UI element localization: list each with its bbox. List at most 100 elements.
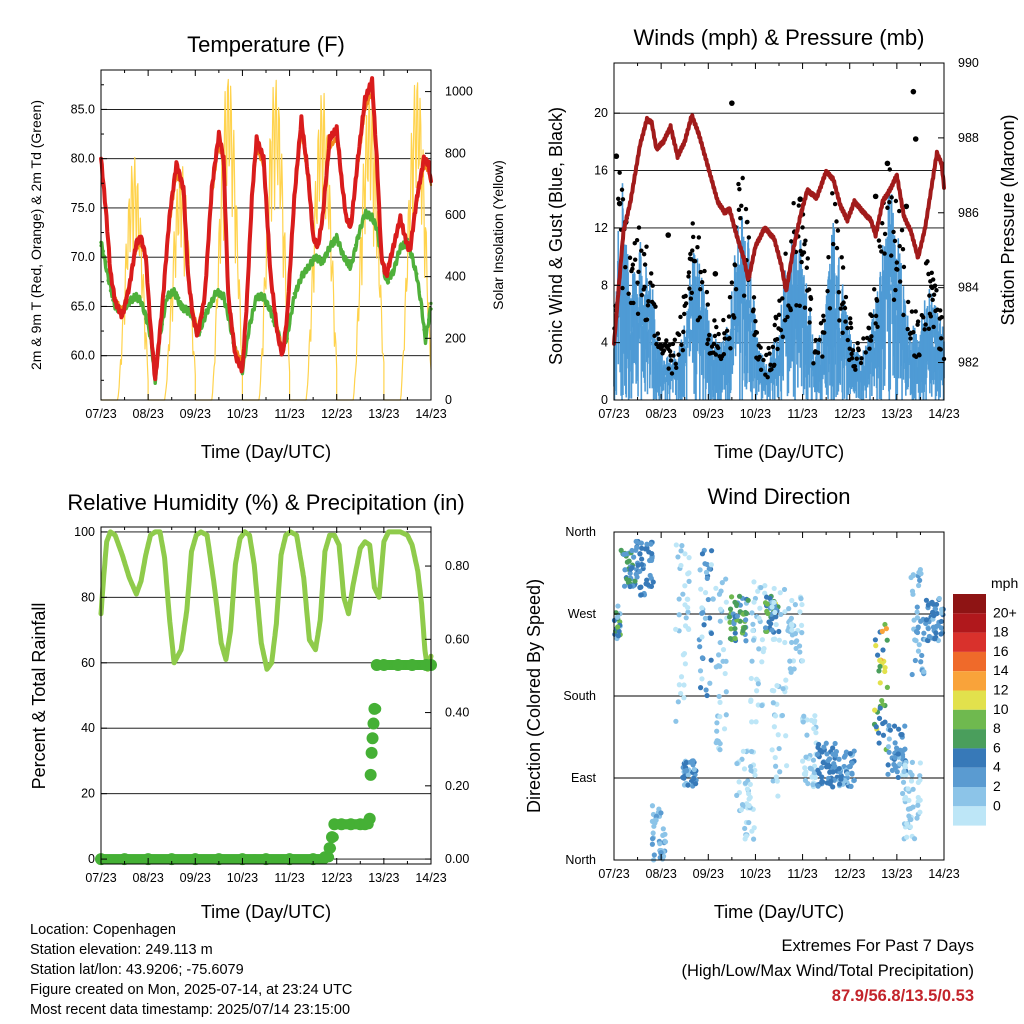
gust-point <box>796 203 801 208</box>
direction-point <box>799 658 806 664</box>
gust-point <box>670 341 676 347</box>
winds-x-label: Time (Day/UTC) <box>714 442 844 462</box>
direction-point <box>772 713 779 719</box>
gust-point <box>642 262 648 267</box>
gust-point <box>859 356 864 361</box>
direction-point <box>918 618 924 624</box>
direction-point <box>847 751 853 757</box>
direction-point <box>756 646 762 652</box>
y-tick-label: 20 <box>81 787 95 801</box>
gust-point <box>727 336 732 341</box>
x-tick-label: 13/23 <box>368 407 399 421</box>
x-tick-label: 09/23 <box>180 871 211 885</box>
direction-point <box>818 764 825 771</box>
gust-point <box>632 241 637 246</box>
gust-point <box>678 314 683 320</box>
direction-point <box>651 823 657 829</box>
direction-point <box>919 652 925 659</box>
direction-point <box>902 794 909 801</box>
direction-point <box>772 609 778 615</box>
gust-point <box>681 329 686 335</box>
gust-point <box>882 231 888 237</box>
dewpoint-point <box>290 307 294 311</box>
direction-point <box>747 781 753 787</box>
dewpoint-point <box>262 295 266 299</box>
direction-point <box>627 570 633 576</box>
direction-point <box>909 759 916 765</box>
direction-point <box>789 597 795 604</box>
gust-point <box>804 265 810 270</box>
dewpoint-point <box>170 288 174 292</box>
x-tick-label: 12/23 <box>321 871 352 885</box>
temperature-y-axis: 60.0 65.0 70.0 75.0 80.0 85.0 <box>71 84 107 381</box>
gust-point <box>688 296 694 301</box>
gust-point <box>802 242 807 247</box>
direction-point <box>899 754 906 760</box>
direction-point <box>748 748 755 755</box>
gust-point <box>630 262 636 267</box>
gust-point <box>894 260 900 265</box>
direction-point <box>880 732 887 738</box>
direction-point <box>775 793 781 799</box>
direction-point <box>902 746 908 752</box>
y-tick-label: 85.0 <box>71 102 95 116</box>
gust-point <box>856 347 861 353</box>
direction-point <box>798 622 805 629</box>
dewpoint-point <box>427 318 431 322</box>
direction-point <box>848 783 854 789</box>
direction-point <box>702 590 709 596</box>
x-tick-label: 09/23 <box>693 867 724 881</box>
direction-point <box>932 636 938 642</box>
gust-point <box>669 371 675 376</box>
direction-point <box>838 776 844 782</box>
direction-point <box>750 621 756 627</box>
direction-point <box>622 567 628 573</box>
direction-point <box>704 575 710 581</box>
direction-point <box>680 774 686 781</box>
y-tick-label: 12 <box>594 221 608 235</box>
dewpoint-point <box>375 226 379 230</box>
direction-point <box>658 850 664 856</box>
dewpoint-point <box>139 303 143 307</box>
direction-point <box>686 555 692 561</box>
dewpoint-point <box>419 306 424 310</box>
legend-label: 10 <box>993 701 1009 717</box>
direction-point <box>706 566 712 572</box>
gust-point <box>926 271 931 277</box>
gust-point <box>712 318 717 323</box>
direction-point <box>778 611 784 618</box>
dewpoint-point <box>184 304 188 308</box>
gust-point <box>802 305 808 310</box>
gust-point <box>751 295 757 300</box>
direction-point <box>752 772 758 778</box>
gust-point <box>706 337 711 342</box>
direction-point <box>872 707 878 713</box>
direction-point <box>815 767 821 773</box>
gust-point <box>926 326 932 331</box>
y2-tick-label: 0.40 <box>445 706 469 720</box>
direction-point <box>760 649 766 655</box>
direction-point <box>810 757 817 763</box>
direction-point <box>752 767 758 773</box>
direction-point <box>759 702 765 709</box>
station-info: Location: Copenhagen Station elevation: … <box>30 920 352 1020</box>
precip-point <box>406 658 419 671</box>
direction-point <box>755 681 761 687</box>
gust-point <box>889 253 894 258</box>
gust-point <box>699 280 705 285</box>
gust-point <box>722 331 727 336</box>
direction-point <box>685 605 691 611</box>
direction-point <box>910 572 917 579</box>
direction-point <box>717 740 723 747</box>
gust-point <box>842 305 848 311</box>
direction-point <box>680 652 686 658</box>
dewpoint-point <box>205 311 209 315</box>
direction-point <box>717 606 724 612</box>
gust-point <box>758 345 763 350</box>
gust-point <box>932 283 938 288</box>
gust-point <box>927 293 932 298</box>
direction-point <box>812 718 818 724</box>
direction-point <box>915 802 921 808</box>
direction-point <box>904 834 910 840</box>
